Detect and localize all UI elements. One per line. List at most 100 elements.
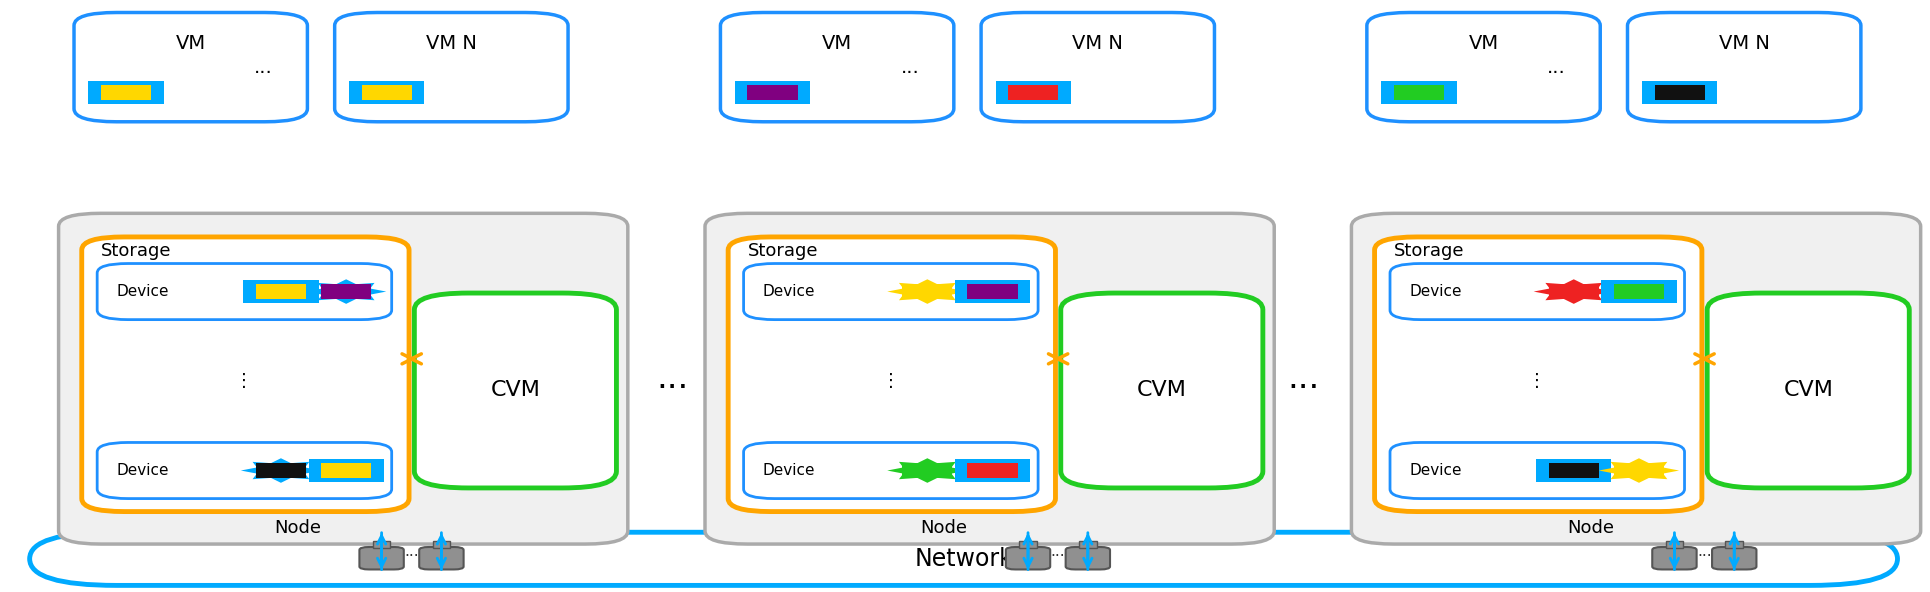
FancyBboxPatch shape (1366, 12, 1600, 122)
FancyBboxPatch shape (334, 12, 567, 122)
FancyBboxPatch shape (728, 237, 1056, 511)
Text: Device: Device (116, 284, 170, 299)
FancyBboxPatch shape (1652, 547, 1696, 570)
Bar (89, 81, 164, 104)
Text: VM N: VM N (1071, 34, 1123, 53)
Text: Storage: Storage (100, 242, 172, 260)
Bar (361, 85, 411, 100)
FancyBboxPatch shape (1390, 442, 1683, 498)
Bar (255, 463, 305, 478)
Text: VM N: VM N (427, 34, 477, 53)
Bar (1019, 541, 1036, 548)
Polygon shape (1598, 458, 1679, 483)
FancyBboxPatch shape (419, 547, 463, 570)
Bar (735, 81, 811, 104)
Bar (372, 541, 390, 548)
Text: CVM: CVM (1137, 381, 1187, 401)
FancyBboxPatch shape (1374, 237, 1700, 511)
Text: Device: Device (116, 463, 170, 478)
Bar (309, 459, 384, 482)
FancyBboxPatch shape (96, 442, 392, 498)
Text: Storage: Storage (1393, 242, 1463, 260)
FancyBboxPatch shape (1390, 263, 1683, 320)
Bar (967, 284, 1017, 299)
FancyBboxPatch shape (1006, 547, 1050, 570)
Text: ...: ... (255, 57, 272, 76)
Text: ...: ... (1696, 543, 1710, 559)
Bar (1548, 463, 1598, 478)
Text: CVM: CVM (1783, 381, 1832, 401)
Text: ...: ... (403, 543, 419, 559)
FancyBboxPatch shape (73, 12, 307, 122)
Bar (1079, 541, 1096, 548)
FancyBboxPatch shape (980, 12, 1214, 122)
Text: Node: Node (921, 519, 967, 537)
Bar (955, 459, 1031, 482)
Text: Network: Network (913, 547, 1013, 571)
Bar (1600, 280, 1675, 303)
Bar (747, 85, 797, 100)
FancyBboxPatch shape (96, 263, 392, 320)
FancyBboxPatch shape (1060, 293, 1262, 488)
Text: ...: ... (1546, 57, 1565, 76)
Text: Node: Node (1565, 519, 1613, 537)
Text: ⋮: ⋮ (882, 372, 899, 390)
Bar (1536, 459, 1610, 482)
Text: VM N: VM N (1718, 34, 1768, 53)
FancyBboxPatch shape (1351, 213, 1920, 544)
Bar (1725, 541, 1743, 548)
Bar (1613, 463, 1664, 478)
Bar (967, 463, 1017, 478)
Bar (1654, 85, 1704, 100)
Text: ...: ... (656, 362, 687, 395)
Bar (243, 280, 318, 303)
Polygon shape (886, 279, 967, 304)
FancyBboxPatch shape (415, 293, 616, 488)
Text: VM: VM (1467, 34, 1498, 53)
Text: Device: Device (1409, 463, 1461, 478)
Text: Node: Node (274, 519, 320, 537)
Bar (1666, 541, 1683, 548)
FancyBboxPatch shape (359, 547, 403, 570)
Polygon shape (241, 458, 320, 483)
FancyBboxPatch shape (58, 213, 627, 544)
Text: ⋮: ⋮ (235, 372, 253, 390)
Bar (100, 85, 151, 100)
Bar (1640, 81, 1716, 104)
Text: Device: Device (1409, 284, 1461, 299)
FancyBboxPatch shape (1712, 547, 1756, 570)
Bar (996, 81, 1071, 104)
Bar (955, 280, 1031, 303)
FancyBboxPatch shape (1706, 293, 1909, 488)
Polygon shape (305, 279, 386, 304)
Bar (1393, 85, 1444, 100)
Text: Storage: Storage (747, 242, 818, 260)
Text: ...: ... (1050, 543, 1065, 559)
Bar (1007, 85, 1058, 100)
Text: ...: ... (899, 57, 919, 76)
Bar (1380, 81, 1455, 104)
Bar (320, 463, 371, 478)
Bar (901, 463, 951, 478)
FancyBboxPatch shape (704, 213, 1274, 544)
Text: Device: Device (762, 284, 814, 299)
Text: Device: Device (762, 463, 814, 478)
Polygon shape (886, 458, 967, 483)
Text: CVM: CVM (490, 381, 540, 401)
Text: ⋮: ⋮ (1527, 372, 1546, 390)
Text: VM: VM (822, 34, 851, 53)
Text: ...: ... (1287, 362, 1318, 395)
FancyBboxPatch shape (1065, 547, 1110, 570)
Bar (349, 81, 425, 104)
Polygon shape (1532, 279, 1613, 304)
FancyBboxPatch shape (81, 237, 409, 511)
Bar (1548, 284, 1598, 299)
FancyBboxPatch shape (29, 532, 1897, 585)
Bar (320, 284, 371, 299)
Text: VM: VM (176, 34, 207, 53)
FancyBboxPatch shape (743, 442, 1038, 498)
Bar (255, 284, 305, 299)
Bar (901, 284, 951, 299)
Bar (432, 541, 450, 548)
FancyBboxPatch shape (743, 263, 1038, 320)
